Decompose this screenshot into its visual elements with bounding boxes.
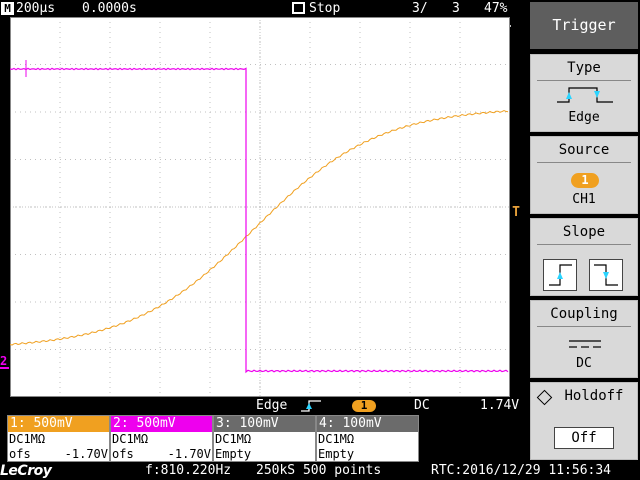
channel-1-offset-label: ofs bbox=[9, 447, 31, 461]
menu-item-slope[interactable]: Slope bbox=[530, 218, 638, 296]
status-bottom-bar: LeCroy f:810.220Hz 250kS 500 points RTC:… bbox=[0, 462, 640, 480]
run-state[interactable]: Stop bbox=[309, 1, 341, 16]
trigger-level-marker[interactable]: T bbox=[512, 205, 520, 220]
frequency-readout: f:810.220Hz bbox=[145, 463, 232, 478]
sample-info: 250kS 500 points bbox=[256, 463, 382, 478]
type-label: Type bbox=[567, 60, 601, 76]
status-top-bar: M 200µs 0.0000s Stop 3/ 3 47% bbox=[0, 0, 528, 33]
waveform-display[interactable] bbox=[10, 17, 510, 397]
trigger-coupling-label: DC bbox=[414, 398, 430, 413]
source-channel-badge: 1 bbox=[571, 173, 599, 188]
lecroy-logo: LeCroy bbox=[0, 463, 52, 479]
channel-2-header: 2: 500mV bbox=[111, 416, 212, 432]
trigger-source-badge: 1 bbox=[352, 400, 376, 412]
stop-icon[interactable] bbox=[292, 0, 305, 17]
channel-1-offset-value: -1.70V bbox=[64, 447, 108, 461]
coupling-value: DC bbox=[576, 356, 592, 371]
channel-2-coupling: DC1MΩ bbox=[112, 432, 149, 446]
ch2-ground-marker[interactable]: 2 bbox=[0, 354, 9, 369]
math-indicator: M bbox=[1, 0, 14, 17]
channel-4-box[interactable]: 4: 100mV DC1MΩ Empty bbox=[316, 415, 419, 462]
divider bbox=[537, 326, 631, 327]
source-value: CH1 bbox=[572, 192, 596, 207]
divider bbox=[537, 162, 631, 163]
channel-4-status: Empty bbox=[318, 447, 355, 461]
delay-value[interactable]: 0.0000s bbox=[82, 1, 137, 16]
rising-slope-button[interactable] bbox=[543, 259, 577, 291]
channel-2-offset-label: ofs bbox=[112, 447, 134, 461]
channel-2-box[interactable]: 2: 500mV DC1MΩ ofs -1.70V bbox=[110, 415, 213, 462]
acquisition-count: 3/ bbox=[412, 1, 428, 16]
divider bbox=[537, 244, 631, 245]
coupling-label: Coupling bbox=[550, 306, 618, 322]
holdoff-value[interactable]: Off bbox=[554, 427, 614, 449]
battery-percent: 47% bbox=[484, 1, 508, 16]
dc-coupling-icon bbox=[569, 335, 601, 354]
channel-1-trace bbox=[10, 109, 509, 346]
trigger-menu: Trigger Type Edge Source 1 CH1 Slope bbox=[528, 0, 640, 462]
divider bbox=[537, 80, 631, 81]
channel-2-trace bbox=[10, 67, 509, 374]
channel-1-box[interactable]: 1: 500mV DC1MΩ ofs -1.70V bbox=[7, 415, 110, 462]
menu-title: Trigger bbox=[530, 2, 638, 49]
channel-1-offset: ofs -1.70V bbox=[8, 447, 109, 462]
edge-type-icon bbox=[557, 85, 613, 109]
type-value: Edge bbox=[568, 110, 600, 125]
channel-3-coupling: DC1MΩ bbox=[215, 432, 252, 446]
rising-edge-icon bbox=[300, 399, 322, 413]
channel-4-header: 4: 100mV bbox=[317, 416, 418, 432]
channel-1-header: 1: 500mV bbox=[8, 416, 109, 432]
menu-item-holdoff[interactable]: Holdoff Off bbox=[530, 382, 638, 460]
channel-3-box[interactable]: 3: 100mV DC1MΩ Empty bbox=[213, 415, 316, 462]
channel-4-coupling: DC1MΩ bbox=[318, 432, 355, 446]
channel-2-offset-value: -1.70V bbox=[167, 447, 211, 461]
source-label: Source bbox=[558, 142, 610, 158]
channel-3-header: 3: 100mV bbox=[214, 416, 315, 432]
falling-slope-button[interactable] bbox=[589, 259, 623, 291]
trigger-info-bar: Edge 1 DC 1.74V bbox=[0, 397, 528, 415]
trigger-type-label: Edge bbox=[256, 398, 288, 413]
acquisition-total: 3 bbox=[452, 1, 460, 16]
waveform-graticule bbox=[10, 17, 510, 397]
menu-item-type[interactable]: Type Edge bbox=[530, 54, 638, 132]
menu-item-coupling[interactable]: Coupling DC bbox=[530, 300, 638, 378]
trigger-level-value: 1.74V bbox=[480, 398, 520, 413]
timebase-value[interactable]: 200µs bbox=[16, 1, 56, 16]
slope-label: Slope bbox=[562, 224, 606, 240]
channel-2-offset: ofs -1.70V bbox=[111, 447, 212, 462]
menu-item-source[interactable]: Source 1 CH1 bbox=[530, 136, 638, 214]
graticule-border bbox=[10, 17, 510, 397]
rtc-clock: RTC:2016/12/29 11:56:34 bbox=[431, 463, 612, 478]
channel-3-status: Empty bbox=[215, 447, 252, 461]
holdoff-label: Holdoff bbox=[564, 388, 624, 404]
channel-1-coupling: DC1MΩ bbox=[9, 432, 46, 446]
